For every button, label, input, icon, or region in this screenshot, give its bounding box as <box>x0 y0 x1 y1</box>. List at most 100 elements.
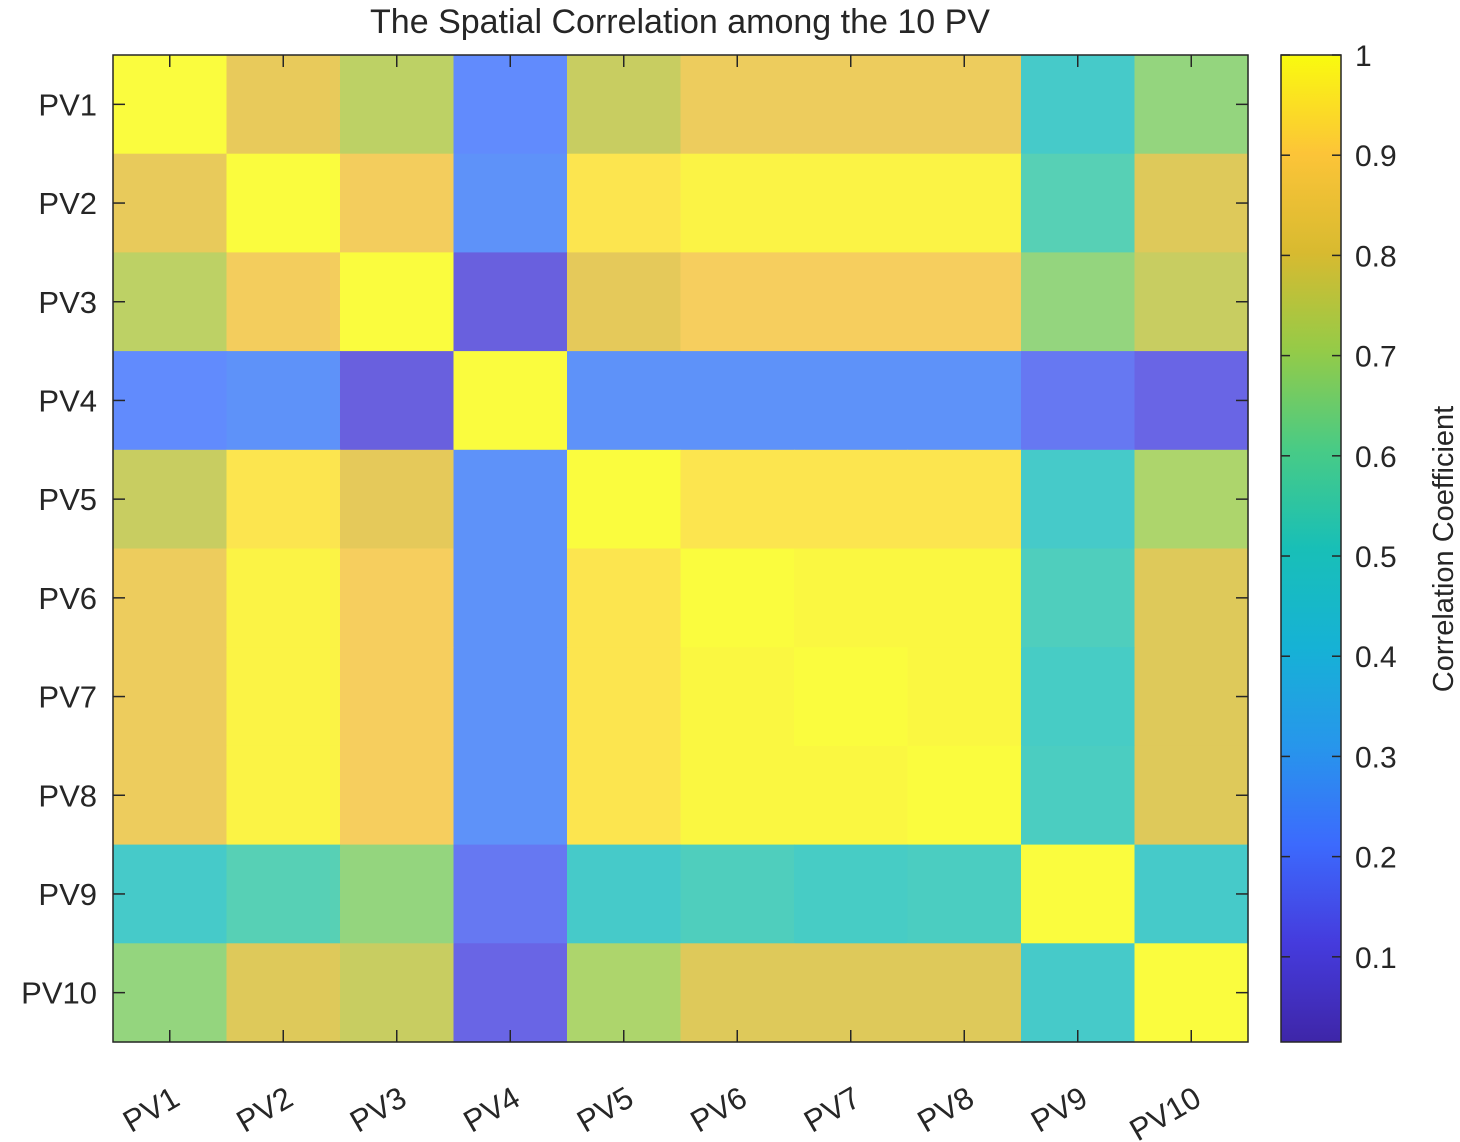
heatmap-cell-1-9 <box>1021 55 1136 155</box>
heatmap-cell-10-1 <box>113 943 228 1043</box>
heatmap-cell-4-3 <box>340 351 455 451</box>
heatmap-cell-7-8 <box>907 647 1022 747</box>
heatmap-cell-9-1 <box>113 844 228 944</box>
heatmap-cell-9-6 <box>680 844 795 944</box>
heatmap-cell-3-4 <box>453 252 568 352</box>
colorbar-label: Correlation Coefficient <box>1428 406 1460 692</box>
heatmap-cell-10-2 <box>226 943 341 1043</box>
heatmap-cell-5-9 <box>1021 449 1136 550</box>
y-tick-label: PV2 <box>38 186 97 221</box>
heatmap-cell-9-7 <box>794 844 909 944</box>
heatmap-cell-5-7 <box>794 449 909 550</box>
heatmap-cell-5-2 <box>226 449 341 550</box>
heatmap-cell-4-5 <box>567 351 682 451</box>
heatmap-cell-6-7 <box>794 548 909 648</box>
heatmap-cell-10-6 <box>680 943 795 1043</box>
heatmap-cell-4-6 <box>680 351 795 451</box>
heatmap-cell-5-8 <box>907 449 1022 550</box>
colorbar-tick-label: 0.8 <box>1355 240 1397 273</box>
y-tick-label: PV9 <box>38 877 97 912</box>
heatmap-cell-7-7 <box>794 647 909 747</box>
heatmap-cell-3-6 <box>680 252 795 352</box>
heatmap-cell-10-10 <box>1134 943 1249 1043</box>
colorbar-frame <box>1280 54 1342 1043</box>
heatmap-cell-6-4 <box>453 548 568 648</box>
x-tick-label: PV8 <box>911 1080 979 1140</box>
x-tick-label: PV3 <box>344 1080 412 1140</box>
heatmap-cell-1-8 <box>907 55 1022 155</box>
heatmap-cell-3-7 <box>794 252 909 352</box>
colorbar-tick-label: 0.2 <box>1355 842 1397 875</box>
heatmap-cell-1-7 <box>794 55 909 155</box>
y-tick-label: PV4 <box>38 383 97 418</box>
heatmap-cell-4-7 <box>794 351 909 451</box>
x-tick-label: PV2 <box>230 1080 298 1140</box>
heatmap-cell-3-1 <box>113 252 228 352</box>
heatmap-cell-7-4 <box>453 647 568 747</box>
y-tick-label: PV5 <box>38 482 97 517</box>
heatmap-cell-8-3 <box>340 745 455 846</box>
heatmap-cell-7-10 <box>1134 647 1249 747</box>
heatmap-cell-9-2 <box>226 844 341 944</box>
heatmap-cell-3-3 <box>340 252 455 352</box>
heatmap-cell-6-2 <box>226 548 341 648</box>
x-tick-label: PV10 <box>1124 1080 1207 1142</box>
colorbar-tick-label: 0.1 <box>1355 942 1397 975</box>
heatmap-cell-2-4 <box>453 153 568 253</box>
heatmap-cell-4-2 <box>226 351 341 451</box>
heatmap-cell-10-3 <box>340 943 455 1043</box>
heatmap-cell-5-6 <box>680 449 795 550</box>
heatmap-cell-6-1 <box>113 548 228 648</box>
heatmap-cell-7-9 <box>1021 647 1136 747</box>
heatmap-cell-9-8 <box>907 844 1022 944</box>
heatmap-cell-10-7 <box>794 943 909 1043</box>
heatmap-cell-1-5 <box>567 55 682 155</box>
heatmap-cell-1-2 <box>226 55 341 155</box>
y-tick-label: PV3 <box>38 285 97 320</box>
heatmap-cell-1-10 <box>1134 55 1249 155</box>
colorbar-tick-label: 0.7 <box>1355 341 1397 374</box>
heatmap-cell-6-9 <box>1021 548 1136 648</box>
heatmap-cell-2-5 <box>567 153 682 253</box>
heatmap-cell-3-5 <box>567 252 682 352</box>
heatmap-cell-8-9 <box>1021 745 1136 846</box>
colorbar-gradient <box>1281 55 1341 1042</box>
heatmap-cell-1-3 <box>340 55 455 155</box>
heatmap-cell-9-9 <box>1021 844 1136 944</box>
chart-title: The Spatial Correlation among the 10 PV <box>370 3 990 41</box>
heatmap-cell-4-4 <box>453 351 568 451</box>
heatmap-cell-2-9 <box>1021 153 1136 253</box>
heatmap-cell-8-4 <box>453 745 568 846</box>
x-tick-label: PV6 <box>684 1080 752 1140</box>
y-tick-label: PV7 <box>38 680 97 715</box>
x-tick-label: PV9 <box>1025 1080 1093 1140</box>
colorbar-tick-label: 0.6 <box>1355 441 1397 474</box>
x-tick-label: PV5 <box>571 1080 639 1140</box>
colorbar-tick-label: 0.3 <box>1355 741 1397 774</box>
heatmap-cell-7-1 <box>113 647 228 747</box>
heatmap-cell-8-6 <box>680 745 795 846</box>
heatmap-cell-1-1 <box>113 55 228 155</box>
colorbar: 0.1 0.2 0.3 0.4 0.5 0.6 0.7 0.8 0.9 1 <box>1280 40 1397 1043</box>
heatmap-cell-7-6 <box>680 647 795 747</box>
heatmap-cell-8-5 <box>567 745 682 846</box>
heatmap-cells <box>113 55 1249 1043</box>
heatmap-cell-8-7 <box>794 745 909 846</box>
heatmap-cell-10-8 <box>907 943 1022 1043</box>
heatmap-cell-10-5 <box>567 943 682 1043</box>
heatmap-cell-9-3 <box>340 844 455 944</box>
heatmap-cell-4-9 <box>1021 351 1136 451</box>
heatmap-cell-5-5 <box>567 449 682 550</box>
heatmap-cell-2-6 <box>680 153 795 253</box>
heatmap-cell-5-4 <box>453 449 568 550</box>
y-tick-label: PV1 <box>38 87 97 122</box>
heatmap-cell-2-2 <box>226 153 341 253</box>
heatmap-cell-6-6 <box>680 548 795 648</box>
x-tick-label: PV7 <box>798 1080 866 1140</box>
heatmap-cell-6-8 <box>907 548 1022 648</box>
colorbar-tick-label: 0.5 <box>1355 541 1397 574</box>
y-tick-label: PV6 <box>38 581 97 616</box>
colorbar-tick-label: 1 <box>1355 40 1372 73</box>
heatmap-cell-6-3 <box>340 548 455 648</box>
